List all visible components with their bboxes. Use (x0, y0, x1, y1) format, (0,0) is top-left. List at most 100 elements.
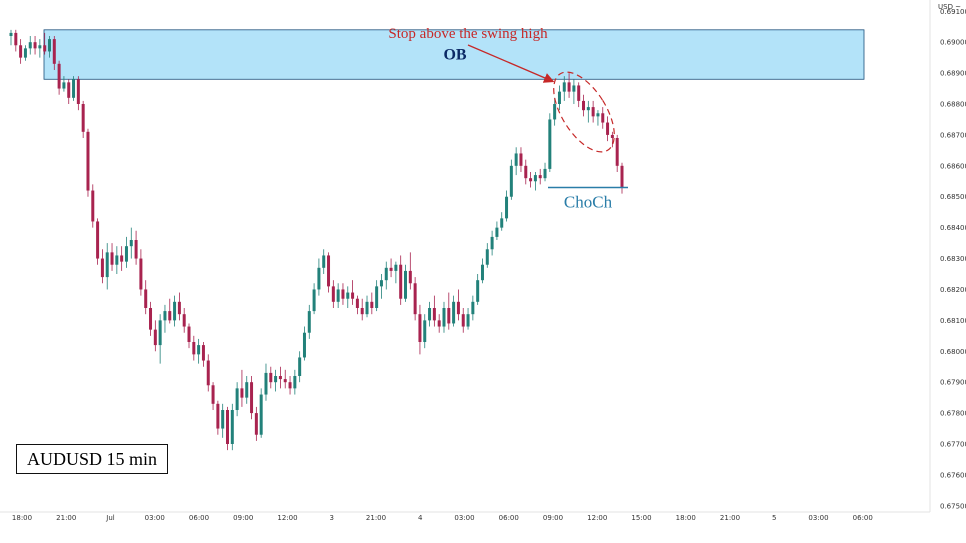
candle-body (596, 113, 600, 117)
candle-body (225, 410, 229, 444)
candle-body (500, 218, 504, 228)
candle-body (144, 289, 148, 308)
candle-body (428, 308, 432, 321)
candle (100, 249, 104, 284)
candle (379, 274, 383, 299)
candle-body (139, 258, 143, 290)
candle-body (110, 252, 114, 265)
candle (221, 403, 225, 438)
candle-body (461, 314, 465, 327)
candle (615, 134, 619, 172)
time-tick-label: Jul (105, 514, 115, 522)
candle-body (408, 270, 412, 284)
candle (538, 168, 542, 185)
candle-body (437, 320, 441, 327)
candle-body (355, 298, 359, 308)
candle-body (452, 301, 456, 324)
candle-body (91, 190, 95, 222)
time-tick-label: 09:00 (233, 514, 253, 522)
candle (418, 304, 422, 355)
candle-body (456, 301, 460, 315)
order-block-rect (43, 29, 865, 80)
candle (476, 274, 480, 305)
candle-body (360, 308, 364, 315)
candle (216, 400, 220, 435)
currency-label[interactable]: USD ~ (938, 3, 962, 11)
candle-body (514, 153, 518, 166)
candle-body (331, 286, 335, 302)
candle (149, 301, 153, 336)
candle (72, 76, 76, 101)
candle (553, 97, 557, 126)
candle (81, 100, 85, 138)
candle-body (288, 382, 292, 389)
candle-body (490, 236, 494, 250)
candle (572, 79, 576, 104)
candle (230, 403, 234, 451)
candle-body (601, 113, 605, 123)
candle-body (38, 45, 42, 49)
candle (610, 131, 614, 148)
candle (120, 246, 124, 271)
candle (327, 252, 331, 293)
candle-body (538, 175, 542, 179)
candle-body (399, 264, 403, 299)
candle-body (57, 63, 61, 89)
candle-body (264, 372, 268, 395)
candle (413, 277, 417, 321)
candle (408, 252, 412, 290)
candle (298, 351, 302, 383)
candle (52, 36, 56, 70)
candle (562, 76, 566, 101)
candle-body (283, 379, 287, 383)
candle-body (158, 320, 162, 346)
candle-body (216, 403, 220, 429)
time-tick-label: 5 (772, 514, 776, 522)
candle-body (341, 289, 345, 299)
candle (543, 162, 547, 182)
candle-body (274, 376, 278, 383)
candle-body (293, 376, 297, 389)
candle (577, 82, 581, 108)
candle (394, 261, 398, 284)
candle (86, 128, 90, 197)
price-tick-label: 0.67500 (940, 502, 966, 510)
candle-body (124, 246, 128, 262)
candle-body (76, 79, 80, 104)
candle (23, 45, 27, 61)
candle-body (302, 332, 306, 358)
time-tick-label: 12:00 (277, 514, 297, 522)
candle (437, 314, 441, 333)
candle (96, 218, 100, 265)
candle (428, 301, 432, 327)
candle-body (615, 138, 619, 166)
candle (225, 406, 229, 451)
candle (293, 369, 297, 395)
candle-body (312, 289, 316, 312)
candle-body (351, 292, 355, 299)
candle-body (182, 314, 186, 327)
candle (341, 283, 345, 305)
candle (509, 159, 513, 200)
candle (134, 230, 138, 265)
candle-body (471, 301, 475, 315)
candle (19, 39, 23, 64)
candle-body (389, 267, 393, 271)
candle (360, 298, 364, 321)
candle (524, 159, 528, 185)
candle (153, 320, 157, 352)
candle-body (28, 42, 32, 49)
candle-body (173, 301, 177, 321)
candle (404, 264, 408, 302)
time-tick-label: 09:00 (543, 514, 563, 522)
time-tick-label: 21:00 (720, 514, 740, 522)
